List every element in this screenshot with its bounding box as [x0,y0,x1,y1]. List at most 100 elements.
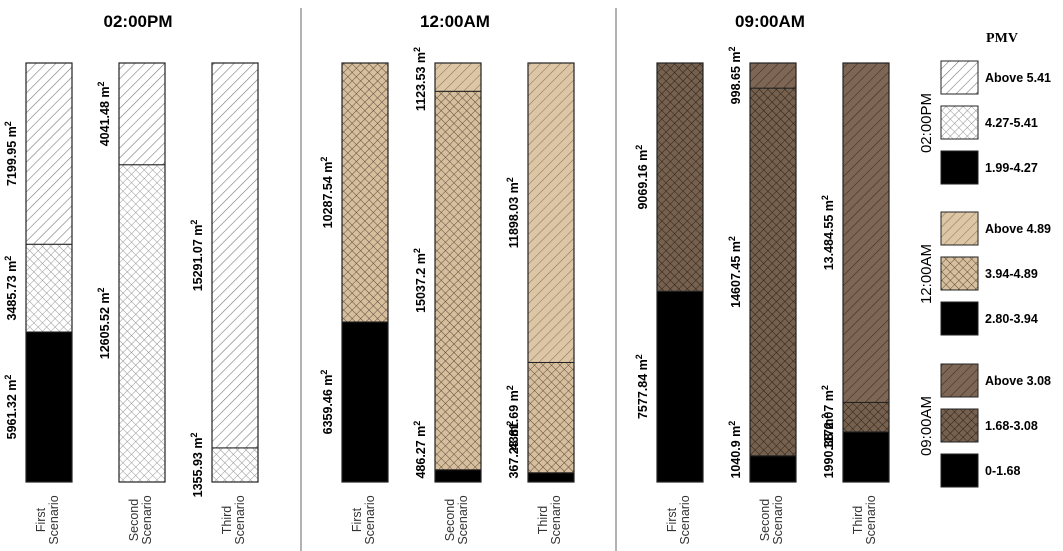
bar-segment-1.68-3.08 [656,62,704,292]
bar-segment-above-3.08 [842,62,890,403]
data-label: 15291.07 m2 [189,220,205,292]
data-label: 15037.2 m2 [412,248,428,313]
legend-label: 4.27-5.41 [985,116,1038,130]
data-label: 11898.03 m2 [505,177,521,248]
legend-group-label: 02:00PM [918,93,935,153]
data-label: 10287.54 m2 [319,157,335,229]
data-label: 1172.07 m2 [820,385,836,449]
bar-outline [842,62,890,483]
bar-outline [749,62,797,483]
category-label: Second [758,499,772,541]
legend: PMV Above 5.41 4.27-5.41 1.99-4.27 02:00PM Ab… [918,31,1051,488]
data-label: 486.27 m2 [412,421,428,479]
bar-outline [527,62,575,483]
data-label: 367.28 m2 [505,421,521,479]
legend-label: 2.80-3.94 [985,312,1038,326]
legend-label: 0-1.68 [985,464,1020,478]
data-label: 3485.73 m2 [3,256,19,321]
data-label: 4381.69 m2 [505,385,521,450]
data-label: 7577.84 m2 [634,354,650,419]
legend-group-label: 12:00AM [918,244,935,304]
bar-segment-above-4.89 [434,62,482,92]
panel-title: 02:00PM [104,12,173,31]
category-label: Scenario [47,495,61,544]
data-label: 5961.32 m2 [3,375,19,440]
panel-1: 02:00PM 5961.32 m2 3485.73 m2 7199.95 m2 Fir… [3,12,259,545]
category-label: Second [443,499,457,541]
data-label: 12605.52 m2 [96,287,112,359]
legend-swatch [940,363,979,398]
legend-swatch [940,256,979,291]
category-label: Scenario [140,495,154,544]
bar-segment-0-1.68 [656,290,704,483]
data-label: 7199.95 m2 [3,121,19,186]
bar-segment-2.80-3.94 [341,321,389,483]
legend-label: 1.99-4.27 [985,161,1038,175]
legend-swatch [940,453,979,488]
data-label: 4041.48 m2 [96,81,112,146]
data-label: 9069.16 m2 [634,145,650,210]
bar-outline [25,62,73,483]
legend-swatch [940,105,979,140]
legend-group-3: Above 3.08 1.68-3.08 0-1.68 09:00AM [918,363,1051,488]
category-label: First [350,507,364,532]
bar-outline [118,62,166,483]
bar-outline [341,62,389,483]
legend-label: 1.68-3.08 [985,419,1038,433]
bar-segment-2.80-3.94 [527,472,575,483]
bar-segment-1.68-3.08 [749,87,797,457]
bar-segment-2.80-3.94 [434,469,482,483]
category-label: First [34,507,48,532]
legend-group-2: Above 4.89 3.94-4.89 2.80-3.94 12:00AM [918,211,1051,336]
bar-segment-above-3.08 [749,62,797,89]
bar-segment-0-1.68 [749,455,797,483]
category-label: Scenario [864,495,878,544]
legend-label: 3.94-4.89 [985,267,1038,281]
bar-segment-above-5.41 [25,62,73,245]
bar-segment-above-4.89 [527,62,575,363]
bar-segment-3.94-4.89 [434,90,482,471]
category-label: Scenario [456,495,470,544]
legend-label: Above 5.41 [985,71,1051,85]
bar-segment-0-1.68 [842,431,890,483]
data-label: 1990.38 m2 [820,414,836,479]
bar-segment-1.68-3.08 [842,401,890,433]
legend-swatch [940,211,979,246]
category-label: Scenario [771,495,785,544]
bar-segment-4.27-5.41 [211,447,259,483]
category-label: Third [536,506,550,535]
category-label: Third [220,506,234,535]
category-label: First [665,507,679,532]
panel-title: 12:00AM [420,12,490,31]
data-label: 998.65 m2 [727,46,743,104]
bar-segment-4.27-5.41 [25,243,73,333]
bar-outline [434,62,482,483]
bar-segment-3.94-4.89 [341,62,389,323]
category-label: Scenario [678,495,692,544]
category-label: Third [851,506,865,535]
bar-segment-above-5.41 [118,62,166,166]
data-label: 1123.53 m2 [412,47,428,111]
legend-swatch [940,301,979,336]
legend-label: Above 4.89 [985,222,1051,236]
legend-label: Above 3.08 [985,374,1051,388]
legend-swatch [940,60,979,95]
bar-segment-3.94-4.89 [527,361,575,474]
bar-outline [656,62,704,483]
data-label: 1355.93 m2 [189,433,205,498]
legend-swatch [940,408,979,443]
category-label: Scenario [363,495,377,544]
data-label: 13.484.55 m2 [820,195,836,270]
legend-swatch [940,150,979,185]
data-label: 6359.46 m2 [319,370,335,435]
bar-segment-1.99-4.27 [25,331,73,483]
category-label: Second [127,499,141,541]
bar-outline [211,62,259,483]
data-label: 1040.9 m2 [727,421,743,479]
category-label: Scenario [549,495,563,544]
legend-title: PMV [986,31,1018,46]
bars-layer: 02:00PM 5961.32 m2 3485.73 m2 7199.95 m2 Fir… [3,12,890,545]
